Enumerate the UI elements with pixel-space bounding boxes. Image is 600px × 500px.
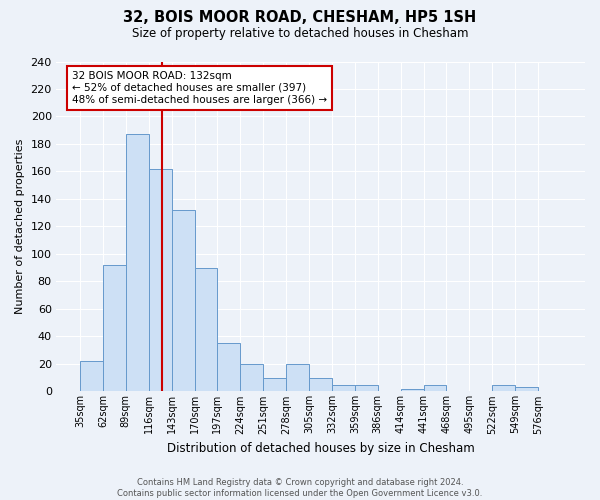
Bar (309, 378, 332, 392)
Bar (492, 384, 515, 392)
Bar (286, 364, 309, 392)
Bar (217, 344, 241, 392)
Bar (80, 361, 103, 392)
Bar (515, 388, 538, 392)
Bar (103, 265, 126, 392)
Bar (332, 384, 355, 392)
Bar (263, 378, 286, 392)
Bar (355, 384, 378, 392)
Bar (126, 134, 149, 392)
Bar (424, 384, 446, 392)
Bar (194, 268, 217, 392)
Bar (241, 364, 263, 392)
Text: 32, BOIS MOOR ROAD, CHESHAM, HP5 1SH: 32, BOIS MOOR ROAD, CHESHAM, HP5 1SH (124, 10, 476, 25)
Bar (172, 210, 194, 392)
Bar (401, 388, 424, 392)
Text: Size of property relative to detached houses in Chesham: Size of property relative to detached ho… (132, 28, 468, 40)
Bar (149, 168, 172, 392)
X-axis label: Distribution of detached houses by size in Chesham: Distribution of detached houses by size … (167, 442, 475, 455)
Text: Contains HM Land Registry data © Crown copyright and database right 2024.
Contai: Contains HM Land Registry data © Crown c… (118, 478, 482, 498)
Text: 32 BOIS MOOR ROAD: 132sqm
← 52% of detached houses are smaller (397)
48% of semi: 32 BOIS MOOR ROAD: 132sqm ← 52% of detac… (72, 72, 327, 104)
Y-axis label: Number of detached properties: Number of detached properties (15, 139, 25, 314)
